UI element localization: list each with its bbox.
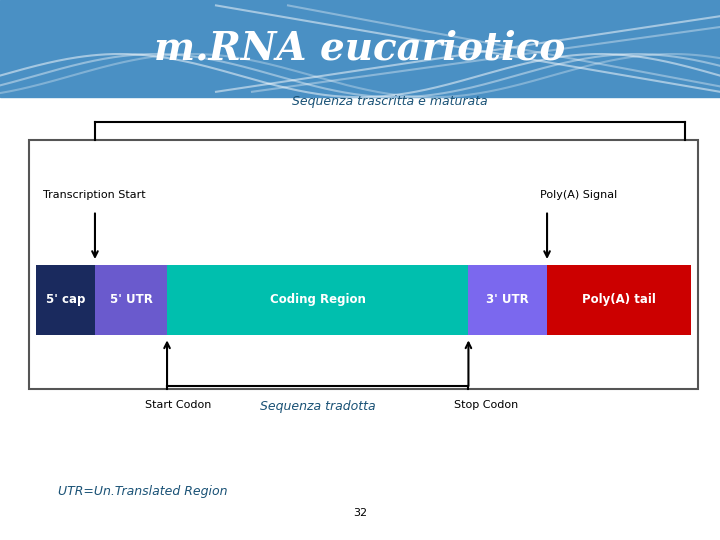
Bar	[469, 265, 547, 335]
Bar	[0, 0, 720, 97]
Text: 5' UTR: 5' UTR	[109, 293, 153, 306]
Text: Poly(A) Signal: Poly(A) Signal	[540, 190, 617, 200]
Text: Stop Codon: Stop Codon	[454, 400, 518, 410]
Bar	[36, 265, 95, 335]
Text: Start Codon: Start Codon	[145, 400, 212, 410]
Text: Sequenza tradotta: Sequenza tradotta	[260, 400, 376, 413]
Text: Coding Region: Coding Region	[270, 293, 366, 306]
Text: 3' UTR: 3' UTR	[487, 293, 529, 306]
Bar	[95, 265, 167, 335]
Text: 5' cap: 5' cap	[46, 293, 85, 306]
Text: Poly(A) tail: Poly(A) tail	[582, 293, 656, 306]
Bar	[547, 265, 691, 335]
Text: UTR=Un.Translated Region: UTR=Un.Translated Region	[58, 485, 227, 498]
Text: Transcription Start: Transcription Start	[43, 190, 146, 200]
Text: Sequenza trascritta e maturata: Sequenza trascritta e maturata	[292, 95, 487, 108]
Text: 32: 32	[353, 508, 367, 518]
Bar	[167, 265, 469, 335]
Text: m.RNA eucariotico: m.RNA eucariotico	[154, 30, 566, 68]
Bar	[29, 140, 698, 389]
